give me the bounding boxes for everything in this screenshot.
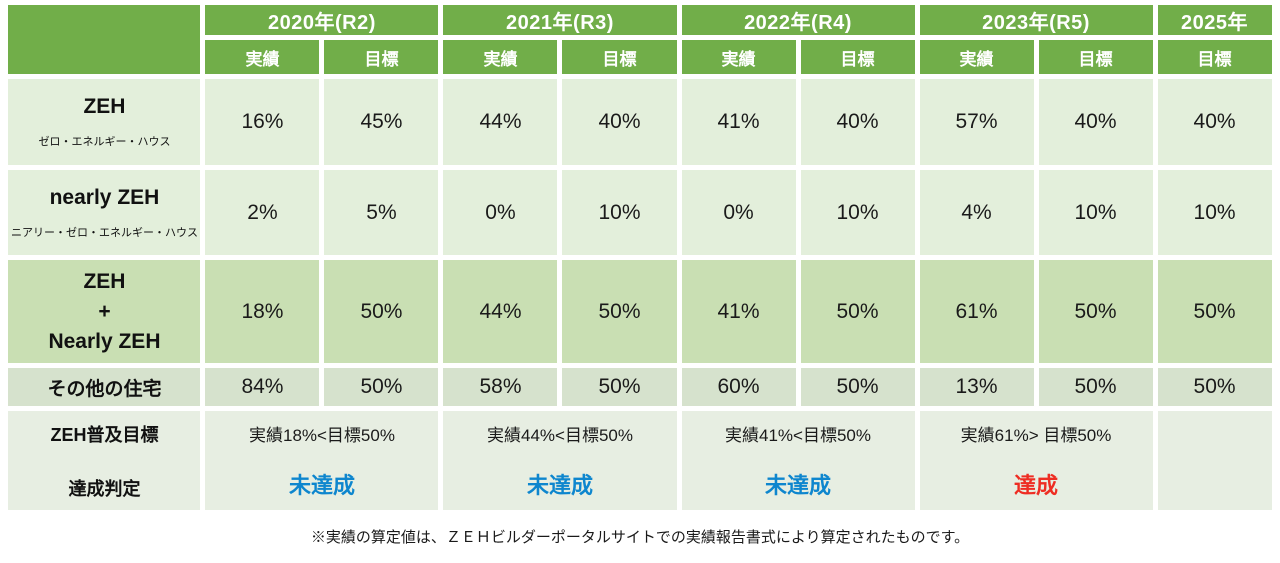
col-header-actual-2023: 実績 [919, 40, 1034, 74]
judgment-result: 未達成 [765, 473, 832, 498]
row-nearly-zeh: nearly ZEH ニアリー・ゼロ・エネルギー・ハウス 2% 5% 0% 10… [8, 170, 1272, 255]
value-cell: 0% [443, 170, 558, 255]
value-cell: 13% [919, 368, 1034, 406]
value-cell: 10% [562, 170, 677, 255]
value-cell: 60% [681, 368, 796, 406]
value-cell: 41% [681, 79, 796, 165]
year-header-row: 2020年(R2) 2021年(R3) 2022年(R4) 2023年(R5) … [8, 5, 1272, 74]
value-cell: 18% [205, 260, 320, 363]
value-cell: 45% [324, 79, 439, 165]
row-other-houses: その他の住宅 84% 50% 58% 50% 60% 50% 13% 50% 5… [8, 368, 1272, 406]
value-cell: 50% [800, 260, 915, 363]
value-cell: 0% [681, 170, 796, 255]
plus-sign: + [98, 299, 111, 323]
row-judgment: ZEH普及目標 達成判定 実績18%<目標50% 未達成 実績44%<目標50%… [8, 411, 1272, 510]
value-cell: 4% [919, 170, 1034, 255]
value-cell: 50% [562, 368, 677, 406]
value-cell: 2% [205, 170, 320, 255]
value-cell: 57% [919, 79, 1034, 165]
zeh-target-achievement-table: 2020年(R2) 2021年(R3) 2022年(R4) 2023年(R5) … [3, 0, 1276, 515]
value-cell: 16% [205, 79, 320, 165]
row-label-zeh-title: ZEH [83, 95, 126, 118]
value-cell: 44% [443, 260, 558, 363]
col-header-actual-2021: 実績 [443, 40, 558, 74]
row-label-zeh: ZEH ゼロ・エネルギー・ハウス [8, 79, 201, 165]
judgment-cell-2025-empty [1157, 411, 1272, 510]
judgment-result: 未達成 [526, 473, 593, 498]
judgment-comparison: 実績44%<目標50% [487, 426, 633, 445]
row-label-zeh-plus-nearly-line3: Nearly ZEH [48, 329, 161, 353]
judgment-comparison: 実績61%> 目標50% [960, 426, 1112, 445]
judgment-cell-2021: 実績44%<目標50% 未達成 [443, 411, 677, 510]
row-zeh: ZEH ゼロ・エネルギー・ハウス 16% 45% 44% 40% 41% 40%… [8, 79, 1272, 165]
value-cell: 84% [205, 368, 320, 406]
col-header-target-2023: 目標 [1038, 40, 1153, 74]
row-label-judgment-line1: ZEH普及目標 [50, 424, 159, 445]
value-cell: 40% [1038, 79, 1153, 165]
value-cell: 5% [324, 170, 439, 255]
year-header-2022: 2022年(R4) [681, 5, 915, 35]
value-cell: 58% [443, 368, 558, 406]
year-header-2021: 2021年(R3) [443, 5, 677, 35]
row-label-nearly-zeh: nearly ZEH ニアリー・ゼロ・エネルギー・ハウス [8, 170, 201, 255]
judgment-comparison: 実績41%<目標50% [725, 426, 871, 445]
value-cell: 50% [324, 260, 439, 363]
row-label-zeh-plus-nearly: ZEH + Nearly ZEH [8, 260, 201, 363]
value-cell: 41% [681, 260, 796, 363]
row-label-judgment: ZEH普及目標 達成判定 [8, 411, 201, 510]
col-header-target-2020: 目標 [324, 40, 439, 74]
row-label-nearly-zeh-title: nearly ZEH [49, 185, 160, 209]
value-cell: 10% [1157, 170, 1272, 255]
value-cell: 44% [443, 79, 558, 165]
col-header-target-2021: 目標 [562, 40, 677, 74]
judgment-result: 達成 [1014, 473, 1059, 498]
footnote: ※実績の算定値は、ＺＥＨビルダーポータルサイトでの実績報告書式により算定されたも… [310, 529, 970, 546]
value-cell: 40% [1157, 79, 1272, 165]
row-label-other-houses: その他の住宅 [8, 368, 201, 406]
row-label-zeh-plus-nearly-line1: ZEH [83, 269, 126, 293]
row-label-judgment-line2: 達成判定 [68, 478, 141, 499]
value-cell: 10% [1038, 170, 1153, 255]
judgment-cell-2022: 実績41%<目標50% 未達成 [681, 411, 915, 510]
judgment-cell-2023: 実績61%> 目標50% 達成 [919, 411, 1153, 510]
value-cell: 50% [324, 368, 439, 406]
row-label-zeh-subtitle: ゼロ・エネルギー・ハウス [38, 136, 171, 148]
value-cell: 61% [919, 260, 1034, 363]
value-cell: 40% [800, 79, 915, 165]
year-header-2023: 2023年(R5) [919, 5, 1153, 35]
judgment-comparison: 実績18%<目標50% [248, 426, 395, 445]
row-zeh-plus-nearly: ZEH + Nearly ZEH 18% 50% 44% 50% 41% 50%… [8, 260, 1272, 363]
value-cell: 50% [1157, 368, 1272, 406]
judgment-result: 未達成 [288, 473, 355, 498]
subheader-row: 実績 目標 実績 目標 実績 目標 実績 目標 目標 [8, 40, 1272, 74]
row-label-nearly-zeh-subtitle: ニアリー・ゼロ・エネルギー・ハウス [10, 226, 198, 239]
col-header-actual-2020: 実績 [205, 40, 320, 74]
table-corner-cell [8, 5, 201, 74]
value-cell: 50% [1038, 368, 1153, 406]
year-header-2020: 2020年(R2) [205, 5, 439, 35]
col-header-actual-2022: 実績 [681, 40, 796, 74]
value-cell: 50% [562, 260, 677, 363]
value-cell: 40% [562, 79, 677, 165]
value-cell: 10% [800, 170, 915, 255]
judgment-cell-2020: 実績18%<目標50% 未達成 [205, 411, 439, 510]
value-cell: 50% [1157, 260, 1272, 363]
year-header-2025: 2025年 [1157, 5, 1272, 35]
value-cell: 50% [1038, 260, 1153, 363]
col-header-target-2025: 目標 [1157, 40, 1272, 74]
value-cell: 50% [800, 368, 915, 406]
col-header-target-2022: 目標 [800, 40, 915, 74]
